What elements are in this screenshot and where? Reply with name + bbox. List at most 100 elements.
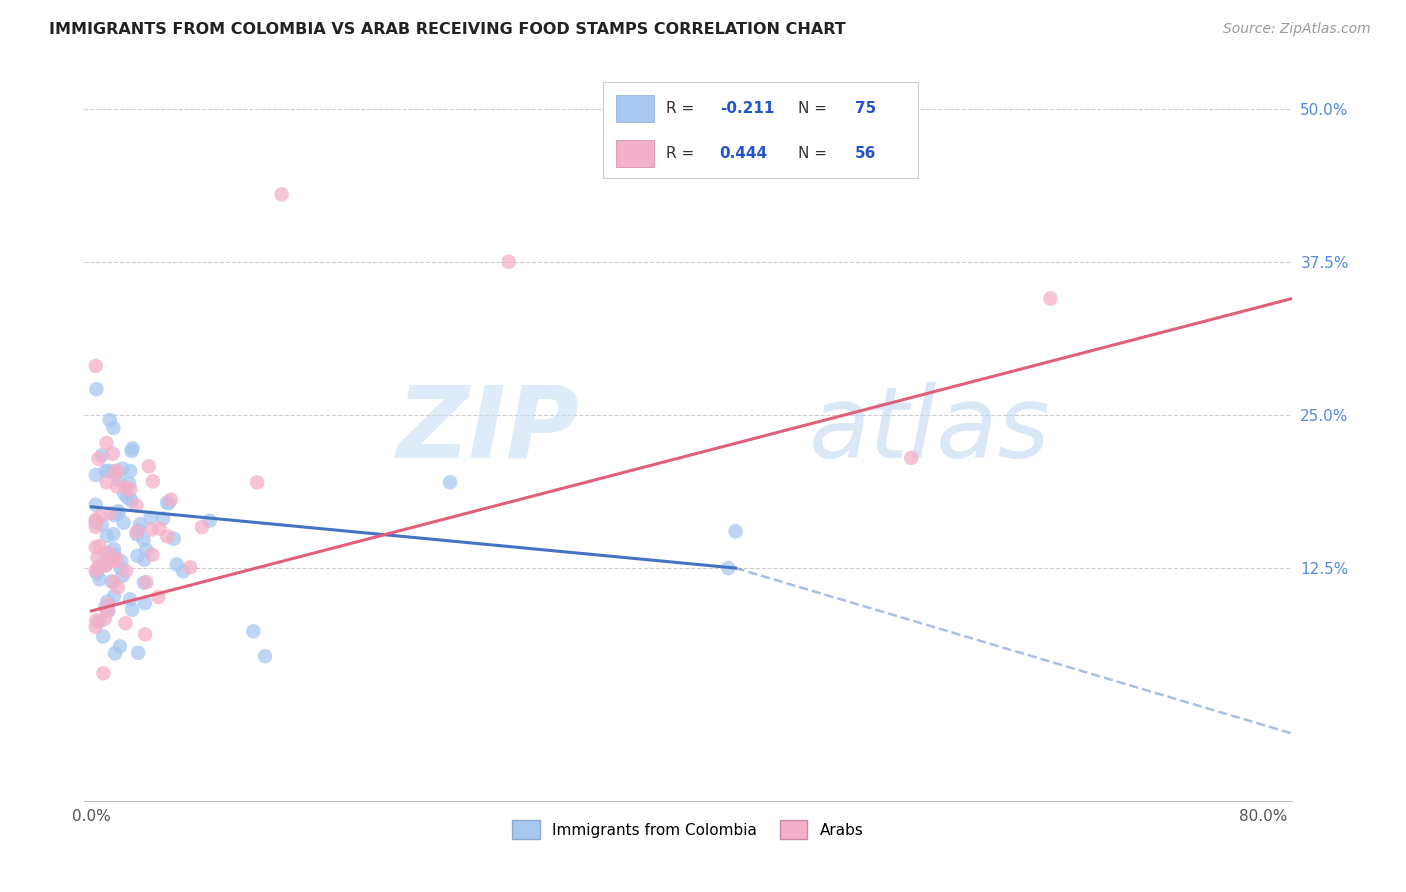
Point [93, 612, 115, 626]
Point [270, 187, 292, 202]
Point [498, 254, 520, 268]
Legend: Immigrants from Colombia, Arabs: Immigrants from Colombia, Arabs [506, 814, 870, 845]
Point [107, 581, 129, 595]
Point [84, 520, 107, 534]
Point [84, 498, 107, 512]
Point [125, 524, 148, 539]
Point [103, 421, 125, 435]
Point [900, 450, 922, 465]
Point [135, 575, 157, 590]
Point [724, 524, 747, 539]
Point [135, 542, 157, 557]
Point [91, 558, 114, 572]
Point [84, 541, 107, 555]
Point [254, 649, 277, 664]
Point [108, 640, 131, 654]
Point [132, 575, 155, 590]
Point [86, 382, 108, 396]
Point [96, 529, 118, 543]
Point [96, 475, 118, 490]
Point [89, 539, 111, 553]
Point [163, 532, 186, 546]
Point [103, 508, 125, 523]
Point [108, 473, 131, 487]
Point [94, 600, 117, 615]
Point [139, 510, 162, 524]
Point [89, 615, 111, 629]
Point [112, 486, 135, 500]
Point [96, 546, 118, 560]
Point [160, 492, 183, 507]
Point [191, 520, 214, 534]
Text: Source: ZipAtlas.com: Source: ZipAtlas.com [1223, 22, 1371, 37]
Point [115, 481, 138, 495]
Point [134, 596, 156, 610]
Point [86, 550, 108, 565]
Point [97, 546, 120, 560]
Text: ZIP: ZIP [396, 382, 579, 479]
Point [118, 476, 141, 491]
Point [98, 413, 121, 427]
Point [91, 630, 114, 644]
Point [166, 558, 188, 572]
Point [111, 461, 134, 475]
Point [89, 509, 111, 524]
Point [105, 551, 128, 566]
Point [127, 549, 149, 563]
Point [110, 554, 132, 568]
Point [103, 541, 125, 556]
Point [156, 529, 179, 543]
Point [91, 517, 114, 532]
Point [172, 565, 194, 579]
Point [86, 566, 108, 580]
Point [103, 589, 125, 603]
Point [121, 603, 143, 617]
Point [104, 554, 127, 568]
Point [717, 561, 740, 575]
Point [84, 620, 107, 634]
Point [105, 480, 128, 494]
Point [100, 506, 122, 520]
Point [86, 613, 108, 627]
Point [87, 451, 110, 466]
Point [115, 564, 138, 578]
Point [148, 590, 170, 604]
Point [103, 548, 125, 562]
Point [101, 447, 124, 461]
Point [105, 464, 128, 478]
Point [110, 561, 132, 575]
Point [134, 627, 156, 641]
Point [100, 553, 122, 567]
Point [134, 553, 156, 567]
Point [97, 603, 120, 617]
Point [96, 603, 118, 617]
Point [84, 513, 107, 527]
Point [128, 523, 150, 537]
Point [125, 499, 148, 513]
Point [118, 592, 141, 607]
Point [96, 436, 118, 450]
Point [94, 464, 117, 478]
Point [120, 493, 142, 508]
Point [125, 527, 148, 541]
Point [103, 527, 125, 541]
Point [439, 475, 461, 490]
Point [142, 475, 165, 489]
Text: IMMIGRANTS FROM COLOMBIA VS ARAB RECEIVING FOOD STAMPS CORRELATION CHART: IMMIGRANTS FROM COLOMBIA VS ARAB RECEIVI… [49, 22, 846, 37]
Point [152, 512, 174, 526]
Point [101, 550, 124, 565]
Point [84, 467, 107, 482]
Point [97, 598, 120, 612]
Point [107, 507, 129, 521]
Point [120, 464, 142, 478]
Point [121, 444, 143, 458]
Point [104, 464, 127, 478]
Point [96, 594, 118, 608]
Point [84, 359, 107, 373]
Point [97, 464, 120, 478]
Point [114, 616, 136, 631]
Point [100, 574, 122, 589]
Point [132, 533, 155, 547]
Point [198, 514, 221, 528]
Point [120, 483, 142, 497]
